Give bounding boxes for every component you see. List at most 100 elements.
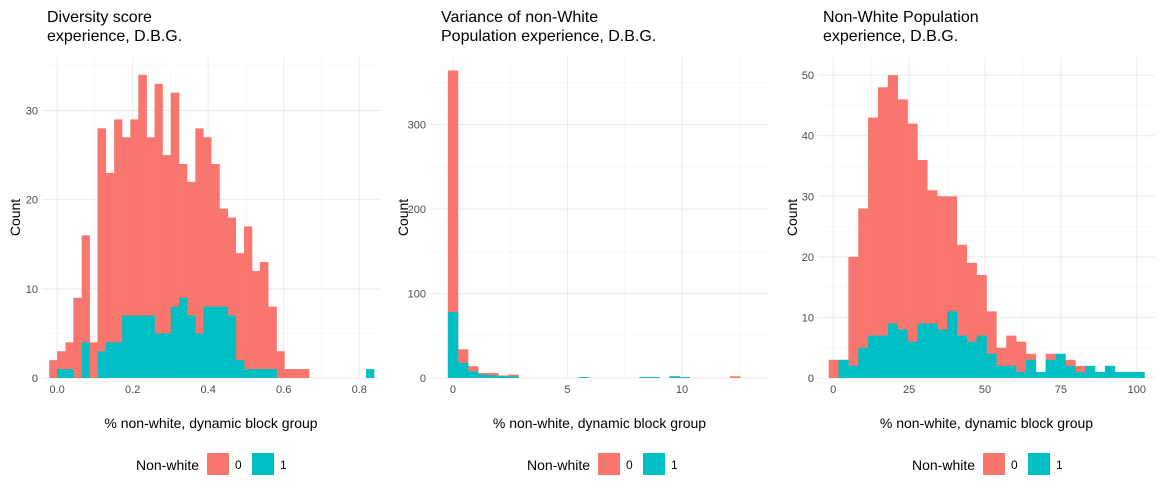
bar-group-0 <box>887 75 898 379</box>
bar-group-0 <box>966 262 977 378</box>
bar-group-0 <box>114 119 123 379</box>
bar-group-0 <box>235 253 245 378</box>
chart-title-line: Variance of non-White <box>441 9 598 26</box>
x-axis-title: % non-white, dynamic block group <box>104 415 317 431</box>
bar-group-0 <box>154 83 163 378</box>
bar-group-1 <box>947 311 958 378</box>
bar-group-1 <box>154 333 163 378</box>
bar-group-1 <box>639 377 650 378</box>
bar-group-1 <box>219 306 229 378</box>
bar-group-1 <box>268 369 277 378</box>
bar-group-1 <box>259 369 269 378</box>
bar-group-1 <box>679 377 691 378</box>
bar-group-1 <box>251 369 261 378</box>
bar-group-1 <box>887 323 898 378</box>
bar-group-1 <box>1134 371 1145 378</box>
bar-group-0 <box>49 360 58 378</box>
legend: Non-white 0 1 <box>912 453 1063 475</box>
bar-group-1 <box>81 342 90 378</box>
x-axis-title: % non-white, dynamic block group <box>880 415 1093 431</box>
bar-group-1 <box>97 351 107 378</box>
legend-label-0: 0 <box>235 458 242 472</box>
bar-group-1 <box>966 341 977 378</box>
bar-group-0 <box>937 196 948 378</box>
legend-label-0: 0 <box>1011 458 1018 472</box>
bar-group-1 <box>1124 371 1135 378</box>
chart-title-line: experience, D.B.G. <box>47 28 182 45</box>
bar-group-1 <box>227 315 237 378</box>
bar-group-1 <box>917 323 928 378</box>
x-tick-label: 100 <box>1128 384 1146 396</box>
bar-group-1 <box>1025 359 1037 378</box>
bar-group-0 <box>219 208 229 378</box>
bars <box>447 70 741 378</box>
bar-group-1 <box>468 371 479 378</box>
y-axis-title: Count <box>784 199 800 236</box>
y-tick-label: 10 <box>26 284 38 296</box>
y-tick-label: 0 <box>808 373 814 385</box>
x-axis-title: % non-white, dynamic block group <box>493 415 706 431</box>
chart-title-line: experience, D.B.G. <box>823 28 958 45</box>
y-tick-label: 300 <box>408 120 426 132</box>
legend-swatch-0 <box>983 453 1005 475</box>
bar-group-1 <box>1114 371 1125 378</box>
y-tick-label: 30 <box>26 106 38 118</box>
bar-group-1 <box>179 297 188 378</box>
legend-title: Non-white <box>912 457 975 473</box>
bar-group-0 <box>276 351 285 378</box>
bar-group-0 <box>122 137 131 378</box>
bar-group-0 <box>300 369 310 378</box>
bar-group-0 <box>244 226 253 378</box>
bar-group-1 <box>1045 359 1056 378</box>
bar-group-0 <box>1006 335 1017 378</box>
bar-group-1 <box>1085 365 1096 378</box>
legend: Non-white 0 1 <box>527 453 678 475</box>
bar-group-1 <box>162 333 172 378</box>
bar-group-1 <box>457 362 469 378</box>
x-tick-label: 25 <box>903 384 915 396</box>
legend-swatch-1 <box>643 453 665 475</box>
bar-group-1 <box>478 374 489 378</box>
x-tick-label: 5 <box>564 384 570 396</box>
bar-group-0 <box>1016 341 1027 378</box>
bar-group-1 <box>105 342 115 378</box>
bar-group-0 <box>447 70 459 378</box>
bar-group-0 <box>907 123 918 378</box>
x-tick-label: 0 <box>830 384 836 396</box>
bar-group-0 <box>146 137 155 378</box>
bar-group-1 <box>907 341 918 378</box>
bar-group-0 <box>105 172 115 378</box>
legend-swatch-0 <box>598 453 620 475</box>
bar-group-0 <box>259 262 269 378</box>
bar-group-0 <box>268 306 277 378</box>
bar-group-1 <box>138 315 147 378</box>
bar-group-1 <box>868 335 879 378</box>
bar-group-1 <box>508 376 519 378</box>
bar-group-1 <box>848 365 859 378</box>
bar-group-1 <box>187 315 196 378</box>
legend-label-1: 1 <box>671 458 678 472</box>
bar-group-0 <box>179 164 188 378</box>
bar-group-0 <box>162 155 172 378</box>
y-tick-label: 0 <box>420 373 426 385</box>
bar-group-1 <box>1006 365 1017 378</box>
bar-group-0 <box>65 342 74 378</box>
bar-group-0 <box>203 137 212 378</box>
bar-group-0 <box>897 99 908 378</box>
bar-group-1 <box>146 315 155 378</box>
y-tick-label: 100 <box>408 289 426 301</box>
bar-group-0 <box>57 351 66 378</box>
bar-group-1 <box>1055 353 1066 378</box>
x-tick-label: 0 <box>450 384 456 396</box>
bar-group-1 <box>366 369 375 378</box>
y-tick-label: 200 <box>408 204 426 216</box>
x-tick-label: 0.8 <box>352 384 367 396</box>
bar-group-1 <box>1065 365 1076 378</box>
bar-group-0 <box>986 311 997 378</box>
legend-label-1: 1 <box>1056 458 1063 472</box>
x-tick-label: 0.4 <box>201 384 216 396</box>
bar-group-1 <box>1095 371 1106 378</box>
bar-group-0 <box>868 117 879 378</box>
bar-group-1 <box>447 312 459 378</box>
